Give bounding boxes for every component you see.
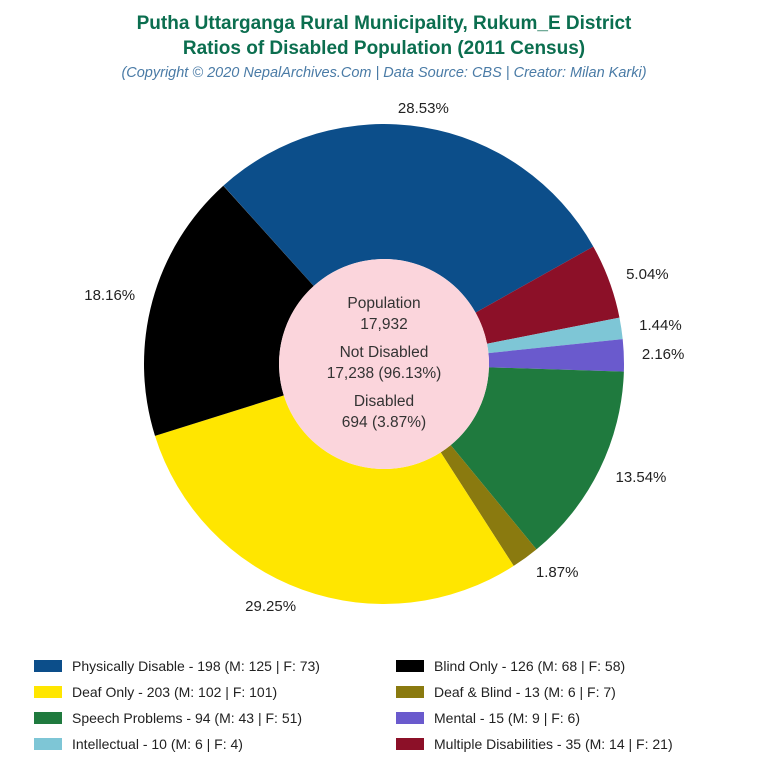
center-pop-value: 17,932	[327, 315, 442, 336]
center-dis-label: Disabled	[327, 392, 442, 413]
legend-item: Intellectual - 10 (M: 6 | F: 4)	[34, 736, 372, 752]
slice-label-blind: 18.16%	[84, 287, 135, 304]
legend-item: Multiple Disabilities - 35 (M: 14 | F: 2…	[396, 736, 734, 752]
slice-label-intellectual: 1.44%	[639, 317, 682, 334]
legend-item: Blind Only - 126 (M: 68 | F: 58)	[396, 658, 734, 674]
legend-swatch	[34, 738, 62, 750]
legend-item: Speech Problems - 94 (M: 43 | F: 51)	[34, 710, 372, 726]
title-line-1: Putha Uttarganga Rural Municipality, Ruk…	[0, 12, 768, 37]
center-notdis-value: 17,238 (96.13%)	[327, 364, 442, 385]
legend-swatch	[396, 686, 424, 698]
legend-swatch	[396, 738, 424, 750]
legend-swatch	[396, 712, 424, 724]
legend-swatch	[396, 660, 424, 672]
legend-swatch	[34, 712, 62, 724]
title-line-2: Ratios of Disabled Population (2011 Cens…	[0, 37, 768, 62]
legend-text: Mental - 15 (M: 9 | F: 6)	[434, 710, 580, 726]
center-summary: Population 17,932 Not Disabled 17,238 (9…	[327, 287, 442, 441]
legend-text: Deaf & Blind - 13 (M: 6 | F: 7)	[434, 684, 616, 700]
title-block: Putha Uttarganga Rural Municipality, Ruk…	[0, 0, 768, 81]
legend-text: Multiple Disabilities - 35 (M: 14 | F: 2…	[434, 736, 673, 752]
center-dis-value: 694 (3.87%)	[327, 413, 442, 434]
donut-chart: Population 17,932 Not Disabled 17,238 (9…	[114, 94, 654, 634]
legend-text: Deaf Only - 203 (M: 102 | F: 101)	[72, 684, 277, 700]
legend-item: Deaf Only - 203 (M: 102 | F: 101)	[34, 684, 372, 700]
legend-swatch	[34, 660, 62, 672]
legend: Physically Disable - 198 (M: 125 | F: 73…	[34, 658, 734, 752]
slice-label-physically: 28.53%	[398, 100, 449, 117]
legend-text: Physically Disable - 198 (M: 125 | F: 73…	[72, 658, 320, 674]
slice-label-multiple: 5.04%	[626, 266, 669, 283]
legend-item: Physically Disable - 198 (M: 125 | F: 73…	[34, 658, 372, 674]
center-disabled: Disabled 694 (3.87%)	[327, 392, 442, 434]
subtitle: (Copyright © 2020 NepalArchives.Com | Da…	[0, 65, 768, 81]
legend-swatch	[34, 686, 62, 698]
legend-text: Intellectual - 10 (M: 6 | F: 4)	[72, 736, 243, 752]
legend-text: Speech Problems - 94 (M: 43 | F: 51)	[72, 710, 302, 726]
center-notdis-label: Not Disabled	[327, 343, 442, 364]
slice-label-speech: 13.54%	[616, 469, 667, 486]
center-pop-label: Population	[327, 294, 442, 315]
center-population: Population 17,932	[327, 294, 442, 336]
slice-label-deafblind: 1.87%	[536, 564, 579, 581]
center-not-disabled: Not Disabled 17,238 (96.13%)	[327, 343, 442, 385]
slice-label-deaf: 29.25%	[245, 598, 296, 615]
legend-item: Deaf & Blind - 13 (M: 6 | F: 7)	[396, 684, 734, 700]
slice-label-mental: 2.16%	[642, 346, 685, 363]
legend-text: Blind Only - 126 (M: 68 | F: 58)	[434, 658, 625, 674]
legend-item: Mental - 15 (M: 9 | F: 6)	[396, 710, 734, 726]
